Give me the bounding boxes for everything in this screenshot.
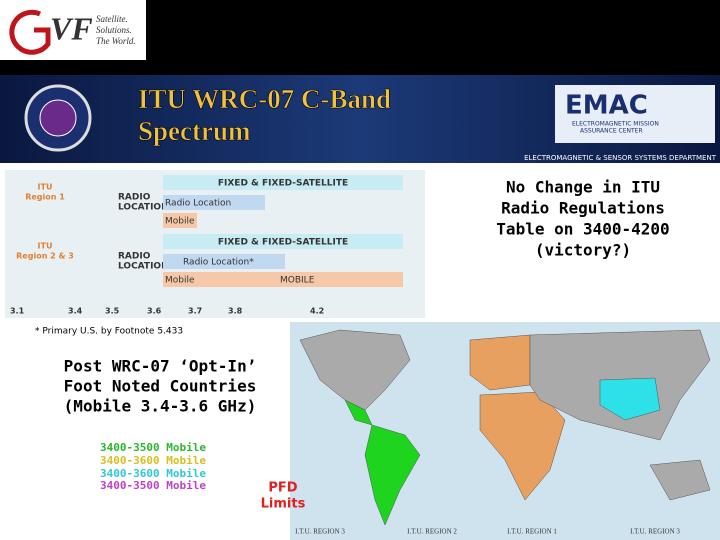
emac-logo — [555, 85, 715, 143]
mobile-label: Mobile — [165, 217, 195, 227]
china — [599, 377, 661, 421]
opt-in-title: Post WRC-07 ‘Opt-In’ — [64, 357, 257, 376]
emac-subtitle: ASSURANCE CENTER — [580, 128, 643, 135]
radio-band — [163, 254, 285, 269]
fixed-label: FIXED & FIXED-SATELLITE — [218, 238, 348, 248]
emac-subtitle: ELECTROMAGNETIC MISSION — [572, 121, 659, 128]
emac-name: EMAC — [565, 91, 648, 121]
logo-tagline: Solutions. — [96, 25, 132, 35]
radio-location: LOCATION — [118, 203, 169, 213]
frequency-tick: 3.6 — [147, 307, 162, 316]
continents — [299, 329, 711, 526]
radio-band — [163, 195, 265, 210]
footnote: * Primary U.S. by Footnote 5.433 — [35, 327, 183, 337]
europe — [469, 334, 531, 391]
logo-brand: VF — [50, 10, 93, 46]
opt-in-title: Foot Noted Countries — [64, 377, 257, 396]
frequency-tick: 3.5 — [105, 307, 120, 316]
title: ITU WRC-07 C-Band — [138, 84, 391, 114]
region-label: Region 2 & 3 — [16, 252, 74, 261]
fixed-band — [163, 175, 403, 190]
legend-item: 3400-3500 Mobile — [100, 479, 206, 492]
region-label: I.T.U. REGION 2 — [407, 528, 457, 536]
opt-in-title: (Mobile 3.4-3.6 GHz) — [64, 397, 257, 416]
region-label: ITU — [38, 183, 53, 192]
south-america — [364, 424, 421, 526]
seal-center — [39, 99, 77, 137]
logo-tagline: Satellite. — [96, 14, 128, 24]
frequency-tick: 3.8 — [228, 307, 243, 316]
frequency-tick: 3.4 — [68, 307, 83, 316]
pfd-label: PFD — [268, 481, 297, 496]
mobile-band — [163, 213, 197, 228]
logo-mark — [9, 9, 51, 55]
department: ELECTROMAGNETIC & SENSOR SYSTEMS DEPARTM… — [524, 154, 717, 162]
radio-band-label: Radio Location — [165, 199, 231, 209]
pfd-label: Limits — [261, 497, 306, 512]
frequency-tick: 4.2 — [310, 307, 324, 316]
region-label: I.T.U. REGION 3 — [630, 528, 680, 536]
region-label: I.T.U. REGION 3 — [295, 528, 345, 536]
title: Spectrum — [138, 116, 251, 146]
frequency-tick: 3.1 — [10, 307, 25, 316]
mobile-band — [163, 272, 403, 287]
region-label: Region 1 — [25, 193, 65, 202]
frequency-tick: 3.7 — [188, 307, 202, 316]
note: Table on 3400-4200 — [496, 220, 669, 239]
radio-location: RADIO — [118, 193, 151, 203]
radio-location: RADIO — [118, 252, 151, 262]
mobile-label: Mobile — [165, 276, 195, 286]
region-label: ITU — [38, 242, 53, 251]
note: No Change in ITU — [506, 178, 660, 197]
note: Radio Regulations — [501, 199, 665, 218]
legend-item: 3400-3600 Mobile — [100, 454, 206, 467]
radio-location: LOCATION — [118, 262, 169, 272]
note: (victory?) — [535, 241, 631, 260]
legend-item: 3400-3600 Mobile — [100, 467, 206, 480]
australia — [649, 459, 711, 501]
fixed-band — [163, 234, 403, 249]
radio-band-label: Radio Location* — [183, 258, 254, 268]
region-label: I.T.U. REGION 1 — [507, 528, 557, 536]
fixed-label: FIXED & FIXED-SATELLITE — [218, 179, 348, 189]
north-america — [299, 329, 411, 411]
mobile-label: MOBILE — [280, 276, 315, 286]
logo-tagline: The World. — [96, 36, 136, 46]
legend-item: 3400-3500 Mobile — [100, 441, 206, 454]
